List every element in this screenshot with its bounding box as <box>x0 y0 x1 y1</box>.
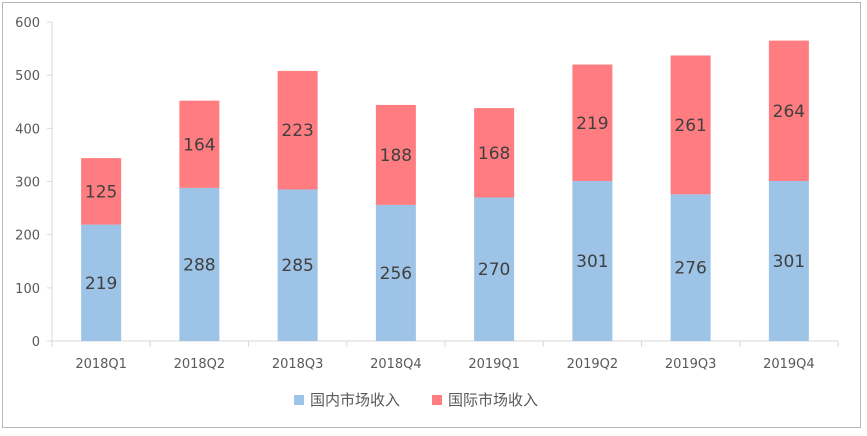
y-tick-label: 0 <box>32 335 40 350</box>
legend-swatch <box>294 395 304 405</box>
bar-international-2018Q3 <box>277 70 318 190</box>
data-label: 301 <box>576 252 608 272</box>
bar-domestic-2019Q1 <box>474 197 515 341</box>
x-tick-label: 2019Q2 <box>567 357 619 372</box>
bar-domestic-2018Q1 <box>81 224 122 341</box>
data-label: 270 <box>478 260 510 280</box>
bars <box>81 40 809 341</box>
bar-international-2019Q2 <box>572 64 613 181</box>
bar-international-2019Q3 <box>670 55 711 195</box>
bar-international-2018Q1 <box>81 158 122 225</box>
data-label: 301 <box>773 252 805 272</box>
bar-domestic-2019Q4 <box>768 180 809 341</box>
data-label: 164 <box>183 135 215 155</box>
data-label: 223 <box>281 121 313 141</box>
data-label: 261 <box>674 116 706 136</box>
x-tick-label: 2019Q3 <box>665 357 717 372</box>
bar-international-2018Q2 <box>179 100 220 188</box>
legend-swatch <box>432 395 442 405</box>
y-tick-label: 300 <box>15 176 40 191</box>
axes: 0 100 200 300 400 500 600 2018Q1 2018Q2 2018Q3 201… <box>15 16 839 372</box>
bar-international-2018Q4 <box>375 104 416 205</box>
y-tick-label: 100 <box>15 282 40 297</box>
legend: 国内市场收入 国际市场收入 <box>294 391 538 409</box>
bar-international-2019Q1 <box>474 108 515 198</box>
data-label: 168 <box>478 144 510 164</box>
bar-domestic-2019Q2 <box>572 180 613 341</box>
chart-frame <box>2 2 861 428</box>
x-tick-label: 2019Q4 <box>763 357 815 372</box>
data-label: 288 <box>183 255 215 275</box>
data-label: 276 <box>674 259 706 279</box>
x-tick-label: 2018Q3 <box>272 357 324 372</box>
bar-domestic-2018Q2 <box>179 187 220 341</box>
legend-label: 国内市场收入 <box>310 391 400 409</box>
bar-domestic-2018Q3 <box>277 189 318 341</box>
data-label: 285 <box>281 256 313 276</box>
legend-label: 国际市场收入 <box>448 391 538 409</box>
y-tick-label: 400 <box>15 122 40 137</box>
data-label: 264 <box>773 102 805 122</box>
data-label: 188 <box>380 146 412 166</box>
data-labels: 219 125 288 164 285 223 256 188 270 168 301 219 276 2… <box>85 102 805 294</box>
x-tick-label: 2018Q4 <box>370 357 422 372</box>
bar-domestic-2019Q3 <box>670 194 711 341</box>
data-label: 219 <box>576 114 608 134</box>
bar-international-2019Q4 <box>768 40 809 181</box>
y-tick-label: 500 <box>15 69 40 84</box>
data-label: 219 <box>85 274 117 294</box>
y-tick-label: 600 <box>15 16 40 31</box>
x-tick-label: 2018Q1 <box>75 357 127 372</box>
data-label: 256 <box>380 264 412 284</box>
y-tick-label: 200 <box>15 229 40 244</box>
x-tick-label: 2019Q1 <box>468 357 520 372</box>
data-label: 125 <box>85 182 117 202</box>
bar-domestic-2018Q4 <box>375 204 416 341</box>
x-tick-label: 2018Q2 <box>174 357 226 372</box>
